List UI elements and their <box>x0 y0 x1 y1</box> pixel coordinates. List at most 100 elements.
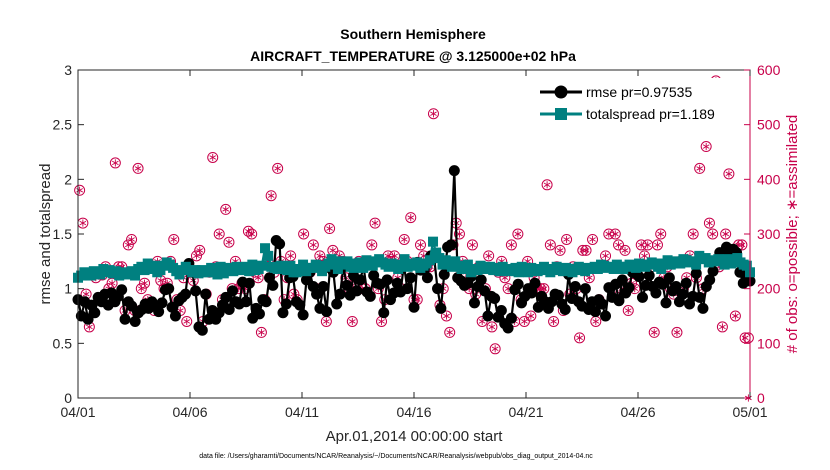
rmse-point <box>448 165 460 177</box>
obs-assimilated-point <box>368 241 376 249</box>
totalspread-point <box>741 260 752 271</box>
obs-assimilated-point <box>592 317 600 326</box>
obs-assimilated-point <box>79 219 87 227</box>
totalspread-point <box>719 259 730 270</box>
x-tick-label: 04/16 <box>396 404 431 420</box>
obs-possible-point <box>398 233 410 245</box>
totalspread-point <box>656 263 667 274</box>
obs-possible-point <box>132 162 144 174</box>
data-file-footnote: data file: /Users/gharamti/Documents/NCA… <box>199 453 593 460</box>
rmse-point <box>89 307 101 319</box>
obs-assimilated-point <box>222 205 230 213</box>
obs-assimilated-point <box>556 246 564 254</box>
y2-tick-label: 600 <box>757 62 781 78</box>
rmse-point <box>163 283 175 295</box>
obs-possible-point <box>548 315 560 327</box>
rmse-point <box>119 313 131 325</box>
x-tick-label: 04/21 <box>508 404 543 420</box>
totalspread-point <box>326 254 337 265</box>
obs-possible-point <box>466 239 478 251</box>
rmse-point <box>529 277 541 289</box>
obs-possible-point <box>587 233 599 245</box>
y-tick-label: 1 <box>64 281 72 297</box>
rmse-point <box>240 296 252 308</box>
obs-assimilated-point <box>543 181 551 189</box>
rmse-point <box>116 284 128 296</box>
totalspread-point <box>447 261 458 272</box>
totalspread-point <box>263 250 274 261</box>
y2-tick-label: 300 <box>757 226 781 242</box>
obs-possible-point <box>603 228 615 240</box>
obs-assimilated-point <box>443 312 450 320</box>
rmse-point <box>351 285 363 297</box>
y-axis-label: rmse and totalspread <box>37 164 54 305</box>
obs-assimilated-point <box>702 142 710 151</box>
obs-possible-point <box>122 239 134 251</box>
obs-possible-point <box>272 162 284 174</box>
totalspread-point <box>215 261 226 272</box>
obs-assimilated-point <box>514 230 522 238</box>
rmse-point <box>243 277 255 289</box>
obs-assimilated-point <box>134 164 142 172</box>
obs-possible-point <box>427 108 439 120</box>
obs-possible-point <box>414 239 426 251</box>
obs-possible-point <box>736 239 748 251</box>
obs-assimilated-point <box>141 279 148 287</box>
obs-possible-point <box>242 225 254 237</box>
obs-assimilated-point <box>329 246 337 254</box>
obs-possible-point <box>135 283 147 295</box>
rmse-point <box>220 291 232 303</box>
rmse-point <box>341 279 353 291</box>
obs-assimilated-point <box>323 317 330 326</box>
rmse-point <box>321 306 333 318</box>
obs-possible-point <box>651 239 663 251</box>
rmse-point <box>401 283 413 295</box>
totalspread-point <box>396 259 407 270</box>
x-tick-label: 05/01 <box>732 404 767 420</box>
obs-assimilated-point <box>547 241 554 249</box>
obs-possible-point <box>554 244 566 256</box>
rmse-point <box>260 296 272 308</box>
obs-possible-point <box>505 239 517 251</box>
obs-assimilated-point <box>602 252 609 260</box>
rmse-point <box>405 272 417 284</box>
rmse-point <box>294 299 306 311</box>
obs-possible-point <box>207 151 219 163</box>
obs-assimilated-point <box>508 241 515 249</box>
obs-possible-point <box>544 239 556 251</box>
rmse-point <box>663 272 675 284</box>
x-tick-label: 04/06 <box>172 404 207 420</box>
obs-possible-point <box>613 239 625 251</box>
totalspread-point <box>462 259 473 270</box>
rmse-point <box>502 322 514 334</box>
totalspread-point <box>355 257 366 268</box>
totalspread-point <box>244 266 255 277</box>
obs-assimilated-point <box>654 241 661 249</box>
rmse-point <box>334 288 346 300</box>
totalspread-point <box>298 259 309 270</box>
y2-tick-label: 200 <box>757 281 781 297</box>
x-axis-label: Apr.01,2014 00:00:00 start <box>326 428 504 445</box>
rmse-point <box>677 288 689 300</box>
obs-possible-point <box>577 244 589 256</box>
y2-tick-label: 500 <box>757 117 781 133</box>
obs-assimilated-point <box>108 279 116 287</box>
obs-assimilated-point <box>579 246 587 254</box>
rmse-point <box>613 295 625 307</box>
obs-assimilated-point <box>719 323 726 331</box>
rmse-point <box>277 307 289 319</box>
obs-possible-point <box>489 343 501 355</box>
rmse-point <box>200 288 212 300</box>
obs-possible-point <box>476 315 488 327</box>
totalspread-point <box>358 262 369 273</box>
rmse-point <box>391 277 403 289</box>
x-tick-label: 04/26 <box>620 404 655 420</box>
rmse-point <box>223 303 235 315</box>
obs-possible-point <box>609 228 621 240</box>
obs-assimilated-point <box>193 252 200 260</box>
rmse-point <box>495 305 507 317</box>
obs-assimilated-point <box>128 235 135 244</box>
obs-possible-point <box>671 326 683 338</box>
totalspread-point <box>95 269 106 280</box>
